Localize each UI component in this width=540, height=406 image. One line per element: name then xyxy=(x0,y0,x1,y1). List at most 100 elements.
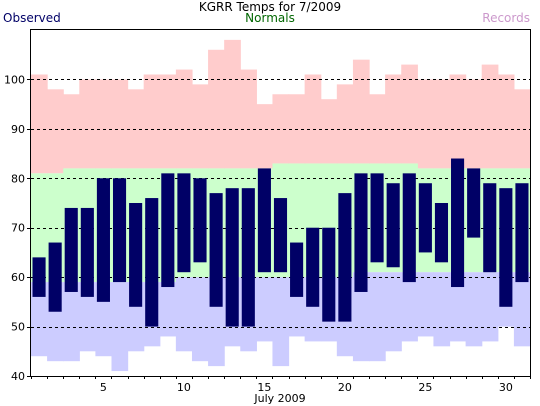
y-tick-label: 40 xyxy=(11,370,25,383)
observed-bar xyxy=(80,207,94,297)
x-tick-label: 5 xyxy=(100,381,107,394)
observed-bar xyxy=(177,173,191,273)
y-tick-label: 100 xyxy=(4,73,25,86)
observed-bar xyxy=(434,203,449,263)
record-high-bar xyxy=(336,84,354,164)
record-low-bar xyxy=(272,277,290,367)
y-tick-label: 80 xyxy=(11,172,25,185)
record-low-bar xyxy=(352,272,370,362)
legend-observed: Observed xyxy=(3,11,61,25)
record-high-bar xyxy=(240,69,257,169)
observed-bar xyxy=(515,183,529,283)
observed-bar xyxy=(483,183,497,273)
x-tick-label: 25 xyxy=(418,381,432,394)
plot-frame xyxy=(30,29,531,377)
record-high-bar xyxy=(288,94,306,164)
x-tick-label: 15 xyxy=(257,381,271,394)
record-low-bar xyxy=(449,272,467,342)
record-high-bar xyxy=(79,79,96,169)
observed-bar xyxy=(48,242,62,312)
chart-title: KGRR Temps for 7/2009 xyxy=(198,0,342,14)
record-low-bar xyxy=(385,272,402,352)
observed-bar xyxy=(193,178,207,263)
observed-bar xyxy=(225,188,239,327)
observed-bar xyxy=(96,178,110,302)
record-high-bar xyxy=(159,74,177,169)
observed-bar xyxy=(306,227,320,307)
observed-bar xyxy=(209,193,223,307)
record-high-bar xyxy=(191,84,209,169)
x-tick-label: 10 xyxy=(177,381,191,394)
record-high-bars xyxy=(31,39,531,174)
record-low-bar xyxy=(79,282,96,352)
record-low-bar xyxy=(175,277,193,352)
record-high-bar xyxy=(175,69,193,169)
record-high-bar xyxy=(513,89,531,169)
observed-bar xyxy=(64,207,78,292)
record-high-bar xyxy=(224,39,241,169)
observed-bar xyxy=(145,198,159,327)
observed-bar xyxy=(129,203,143,307)
y-axis: 40 50 60 70 80 90 100 xyxy=(4,73,31,383)
x-tick-label: 20 xyxy=(338,381,352,394)
record-low-bar xyxy=(159,282,177,337)
x-axis: 5 10 15 20 25 30 xyxy=(31,376,531,394)
observed-bar xyxy=(32,257,46,297)
record-high-bar xyxy=(143,74,161,169)
record-high-bar xyxy=(63,94,80,169)
record-high-bar xyxy=(385,74,402,164)
observed-bar xyxy=(370,173,384,263)
observed-bars xyxy=(32,158,529,327)
record-low-bar xyxy=(111,282,129,372)
observed-bar xyxy=(386,183,400,268)
observed-bar xyxy=(322,227,336,322)
record-high-bar xyxy=(401,64,418,164)
y-tick-label: 90 xyxy=(11,123,25,136)
record-high-bar xyxy=(111,79,129,169)
y-tick-label: 60 xyxy=(11,271,25,284)
observed-bar xyxy=(257,168,271,273)
record-low-bar xyxy=(401,272,418,342)
observed-bar xyxy=(273,198,288,273)
record-low-bar xyxy=(417,272,435,337)
record-low-bar xyxy=(63,282,80,362)
record-high-bar xyxy=(433,79,451,169)
record-high-bar xyxy=(95,79,113,169)
record-high-bar xyxy=(272,94,290,164)
record-high-bar xyxy=(127,89,145,169)
x-tick-label: 30 xyxy=(499,381,513,394)
record-high-bar xyxy=(320,99,338,164)
record-low-bar xyxy=(256,277,274,342)
observed-bar xyxy=(354,173,368,292)
record-high-bar xyxy=(47,89,64,174)
record-low-bar xyxy=(31,282,48,357)
record-high-bar xyxy=(208,49,225,169)
y-tick-label: 70 xyxy=(11,222,25,235)
y-tick-label: 50 xyxy=(11,321,25,334)
record-low-bar xyxy=(369,272,386,362)
observed-bar xyxy=(499,188,513,307)
legend-normals: Normals xyxy=(245,11,295,25)
record-low-bar xyxy=(191,277,209,362)
record-high-bar xyxy=(352,59,370,164)
record-high-bar xyxy=(369,94,386,164)
record-high-bar xyxy=(481,64,499,169)
legend-records: Records xyxy=(482,11,530,25)
record-high-bar xyxy=(417,79,435,169)
observed-bar xyxy=(418,183,432,253)
record-high-bar xyxy=(465,79,483,169)
observed-bar xyxy=(338,193,352,322)
observed-bar xyxy=(161,173,175,288)
observed-bar xyxy=(290,242,304,297)
record-high-bar xyxy=(31,74,48,174)
observed-bar xyxy=(112,178,127,283)
observed-bar xyxy=(402,173,416,283)
observed-bar xyxy=(241,188,255,327)
record-low-bar xyxy=(481,272,499,342)
observed-bar xyxy=(467,168,481,238)
observed-bar xyxy=(451,158,465,288)
x-axis-label: July 2009 xyxy=(253,392,305,405)
record-high-bar xyxy=(304,74,322,164)
record-high-bar xyxy=(497,74,515,169)
